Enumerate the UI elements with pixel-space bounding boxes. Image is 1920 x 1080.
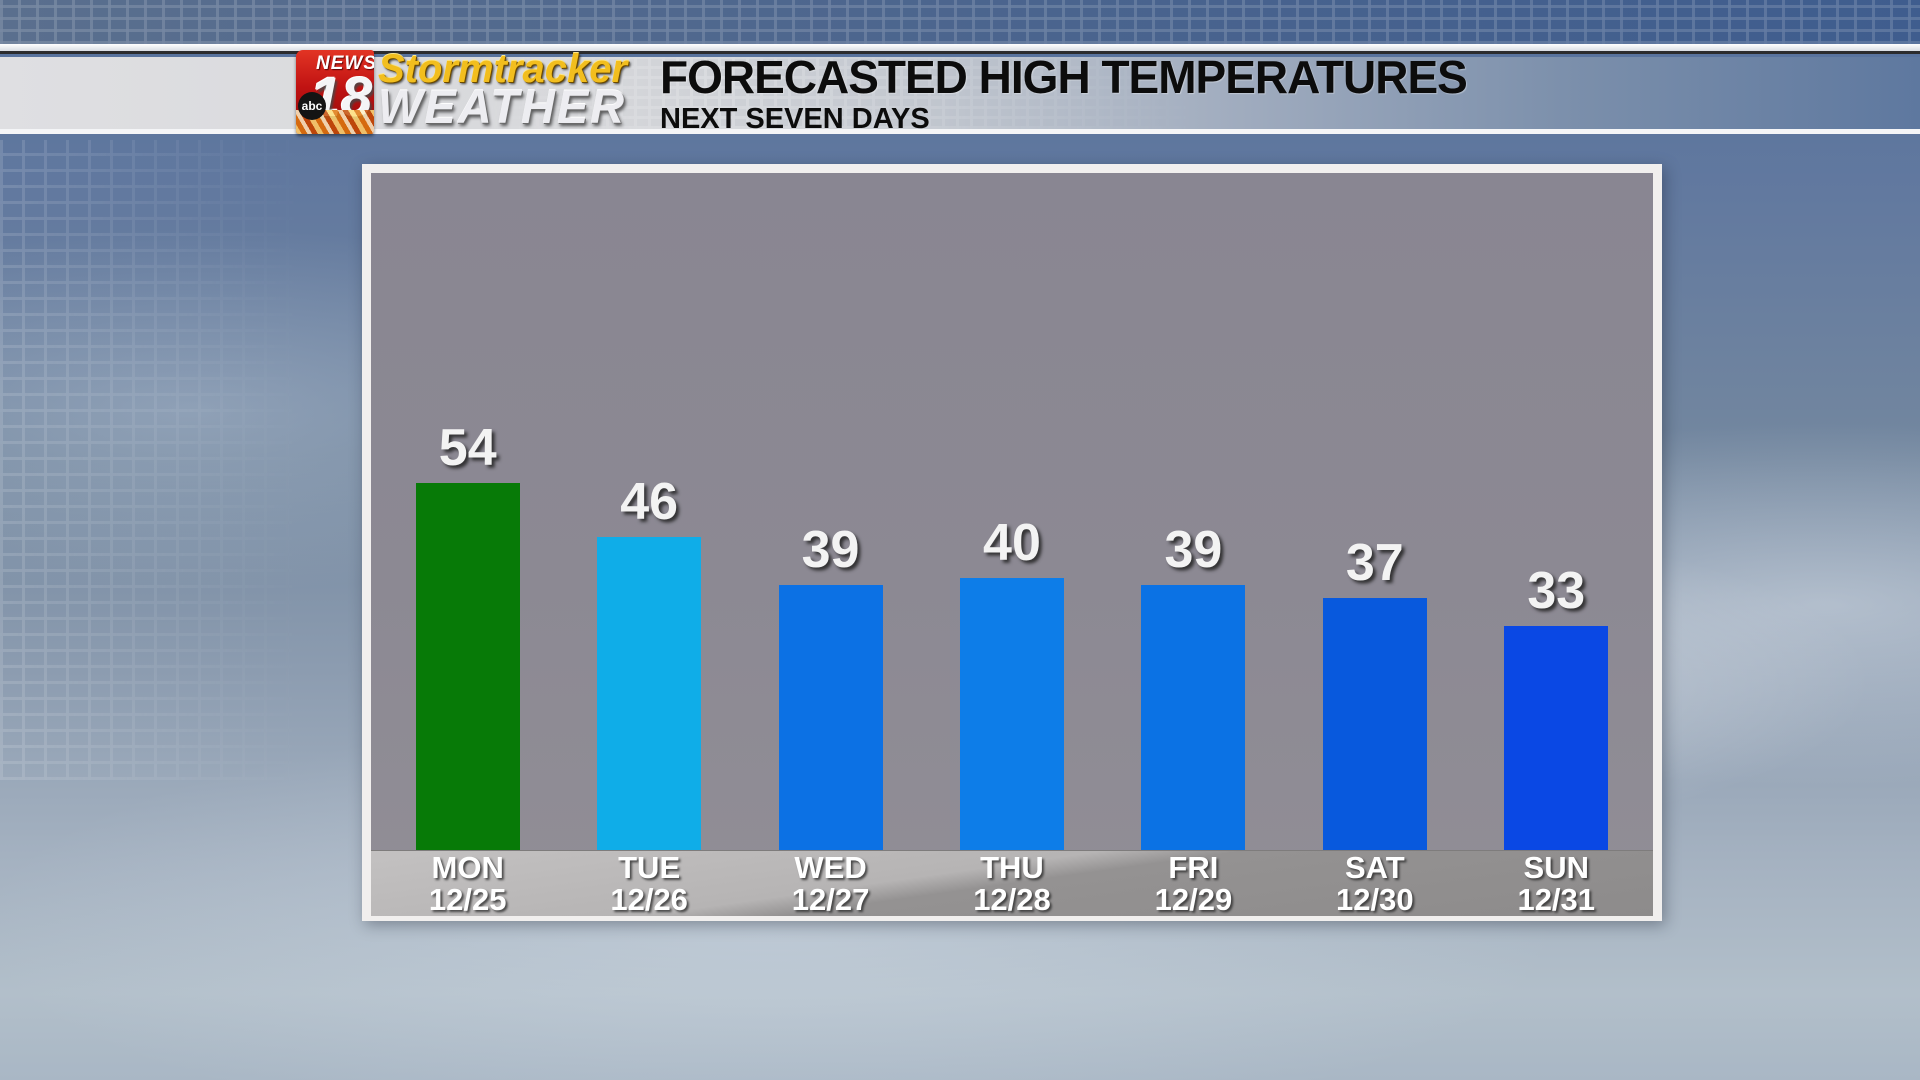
day-date: 12/27 [791,881,870,917]
day-label-cell: FRI 12/29 [1103,849,1284,917]
band-pixel-texture [480,57,1240,129]
day-date: 12/31 [1517,881,1596,917]
bar-column: 39 [740,523,921,850]
day-date: 12/30 [1336,881,1414,917]
day-name: SAT [1344,849,1405,885]
day-name: WED [794,849,867,885]
temperature-bar [959,578,1064,850]
day-label-cell: MON 12/25 [377,849,558,917]
day-date: 12/26 [610,881,688,917]
day-date: 12/25 [428,881,507,917]
temperature-bar [1322,598,1427,850]
bar-value-label: 33 [1527,562,1586,620]
news-label: NEWS [316,53,374,74]
bar-value-label: 37 [1345,534,1404,592]
day-label-cell: SUN 12/31 [1466,849,1647,917]
bar-column: 54 [377,421,558,850]
bar-column: 37 [1284,536,1465,850]
temperature-bar [1141,585,1246,850]
temperature-bar [415,483,520,850]
day-label-band: MON 12/25 TUE 12/26 WED 12/27 THU 12/28 FRI 12/29… [371,850,1653,916]
brand-wordmark: Stormtracker WEATHER [378,47,628,133]
day-name: FRI [1168,849,1219,885]
weather-wordmark: WEATHER [378,80,627,133]
page-title: FORECASTED HIGH TEMPERATURES [660,51,1468,103]
stormtracker-wordmark: Stormtracker [378,47,628,91]
digital-pixel-texture [0,140,360,780]
bar-value-label: 39 [801,521,860,579]
day-label-cell: WED 12/27 [740,849,921,917]
news18-logo: NEWS 18 abc [296,50,374,134]
bar-value-label: 40 [983,514,1041,572]
bar-value-label: 54 [438,419,497,477]
day-label-cell: SAT 12/30 [1284,849,1465,917]
day-name: TUE [618,849,681,885]
header-band-bevel [0,44,1920,54]
day-name: MON [431,849,504,885]
day-name: THU [980,849,1044,885]
top-strip [0,0,1920,44]
station-logo: NEWS 18 abc Stormtracker WEATHER [296,47,628,136]
day-date: 12/29 [1154,881,1233,917]
page-subtitle: NEXT SEVEN DAYS [660,103,930,135]
title-block: FORECASTED HIGH TEMPERATURES NEXT SEVEN … [660,51,1468,135]
day-label-cell: THU 12/28 [921,849,1102,917]
bar-column: 40 [921,516,1102,850]
bar-value-label: 39 [1164,521,1223,579]
temperature-bar [1504,626,1609,850]
forecast-chart-panel: 54 46 39 40 39 37 33 MON 12/25 TUE 12/26 WED 12/27 T… [362,164,1662,921]
bar-value-label: 46 [620,473,679,531]
abc-network-icon: abc [298,92,326,120]
day-date: 12/28 [973,881,1051,917]
temperature-bar [597,537,702,850]
bar-column: 33 [1466,564,1647,850]
day-name: SUN [1523,849,1589,885]
temperature-bar [778,585,883,850]
bar-column: 46 [558,475,739,850]
day-label-cell: TUE 12/26 [558,849,739,917]
bar-column: 39 [1103,523,1284,850]
bars-row: 54 46 39 40 39 37 33 [371,173,1653,850]
